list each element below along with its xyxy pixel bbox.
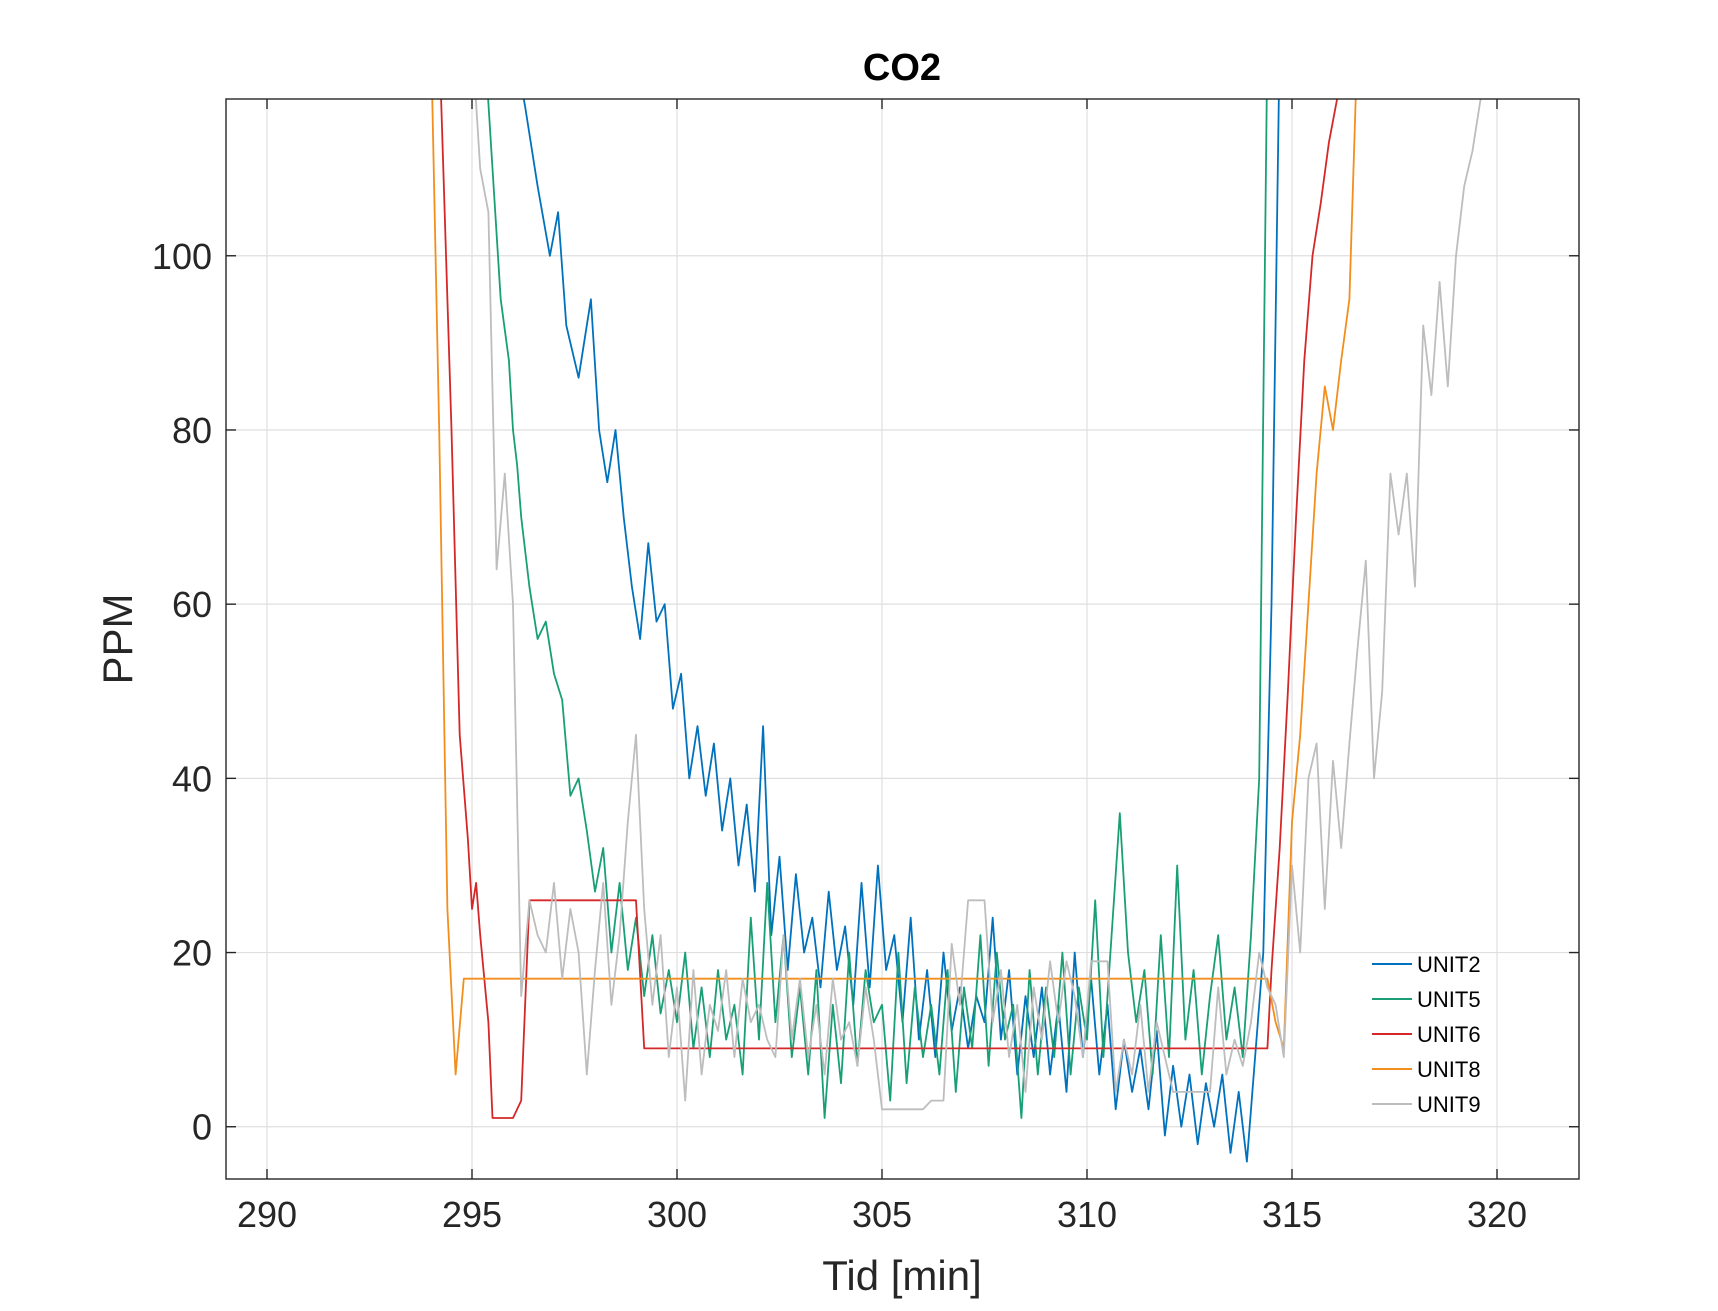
x-tick-label: 305 <box>852 1194 912 1235</box>
axes-frame <box>225 98 1580 1180</box>
ticks: 290 295 300 305 310 315 320 0 20 40 60 80 100 <box>152 99 1579 1235</box>
series-group <box>431 99 1482 1163</box>
legend-label-unit8: UNIT8 <box>1417 1057 1481 1082</box>
x-tick-label: 300 <box>647 1194 707 1235</box>
x-axis-title: Tid [min] <box>822 1252 981 1299</box>
legend-label-unit6: UNIT6 <box>1417 1022 1481 1047</box>
y-tick-label: 40 <box>172 758 212 799</box>
chart-title: CO2 <box>863 47 941 89</box>
x-tick-label: 290 <box>237 1194 297 1235</box>
y-tick-label: 20 <box>172 933 212 974</box>
y-axis-title: PPM <box>94 593 141 684</box>
legend-label-unit5: UNIT5 <box>1417 987 1481 1012</box>
series-line-unit8 <box>431 99 1357 1076</box>
x-tick-label: 320 <box>1467 1194 1527 1235</box>
legend-entry-unit9: UNIT9 <box>1372 1092 1481 1117</box>
x-tick-label: 310 <box>1057 1194 1117 1235</box>
legend-entry-unit2: UNIT2 <box>1372 952 1481 977</box>
y-tick-label: 100 <box>152 236 212 277</box>
series-line-unit5 <box>487 99 1268 1119</box>
x-tick-label: 315 <box>1262 1194 1322 1235</box>
series-line-unit2 <box>522 99 1280 1163</box>
series-line-unit6 <box>440 99 1339 1119</box>
legend-entry-unit8: UNIT8 <box>1372 1057 1481 1082</box>
legend-entry-unit5: UNIT5 <box>1372 987 1481 1012</box>
legend-label-unit9: UNIT9 <box>1417 1092 1481 1117</box>
y-tick-label: 0 <box>192 1107 212 1148</box>
series-line-unit9 <box>474 99 1482 1111</box>
x-tick-label: 295 <box>442 1194 502 1235</box>
y-tick-label: 60 <box>172 584 212 625</box>
legend-label-unit2: UNIT2 <box>1417 952 1481 977</box>
y-tick-label: 80 <box>172 410 212 451</box>
legend-entry-unit6: UNIT6 <box>1372 1022 1481 1047</box>
legend: UNIT2 UNIT5 UNIT6 UNIT8 UNIT9 <box>1372 952 1481 1117</box>
grid <box>226 99 1579 1179</box>
